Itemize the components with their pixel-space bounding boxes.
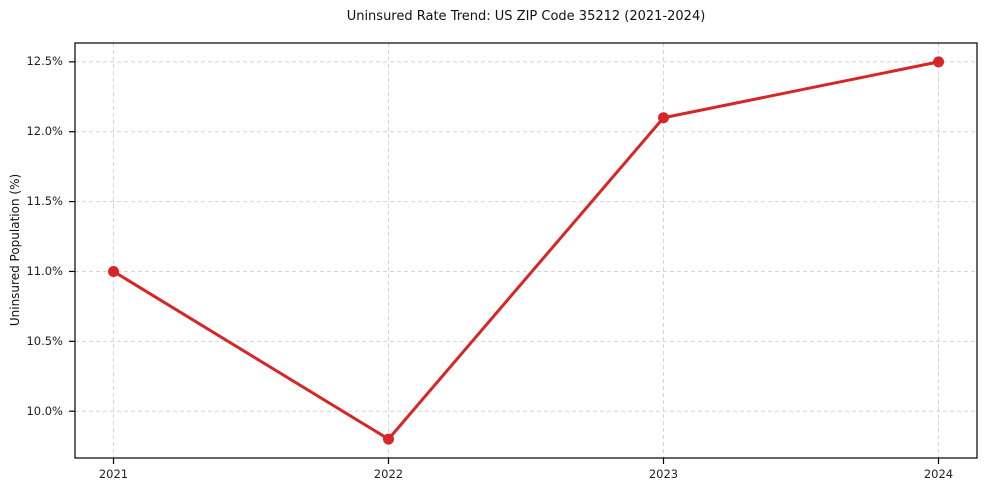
x-tick-label: 2022 xyxy=(373,467,404,481)
data-point-marker xyxy=(658,112,669,124)
y-tick-label: 12.0% xyxy=(26,124,63,139)
y-tick-label: 12.5% xyxy=(26,54,63,69)
y-tick-label: 10.5% xyxy=(26,333,63,348)
trend-line xyxy=(112,60,940,441)
chart-title: Uninsured Rate Trend: US ZIP Code 35212 … xyxy=(346,9,706,24)
y-tick-label: 11.5% xyxy=(26,194,63,209)
x-tick-label: 2023 xyxy=(648,467,679,481)
y-tick-label: 10.0% xyxy=(26,403,63,418)
data-point-marker xyxy=(108,265,119,277)
data-point-marker xyxy=(383,433,394,445)
y-tick-label: 11.0% xyxy=(26,263,63,278)
data-point-marker xyxy=(933,56,944,68)
plot-border xyxy=(74,42,978,459)
x-tick-label: 2024 xyxy=(923,467,954,481)
x-tick-label: 2021 xyxy=(98,467,129,481)
